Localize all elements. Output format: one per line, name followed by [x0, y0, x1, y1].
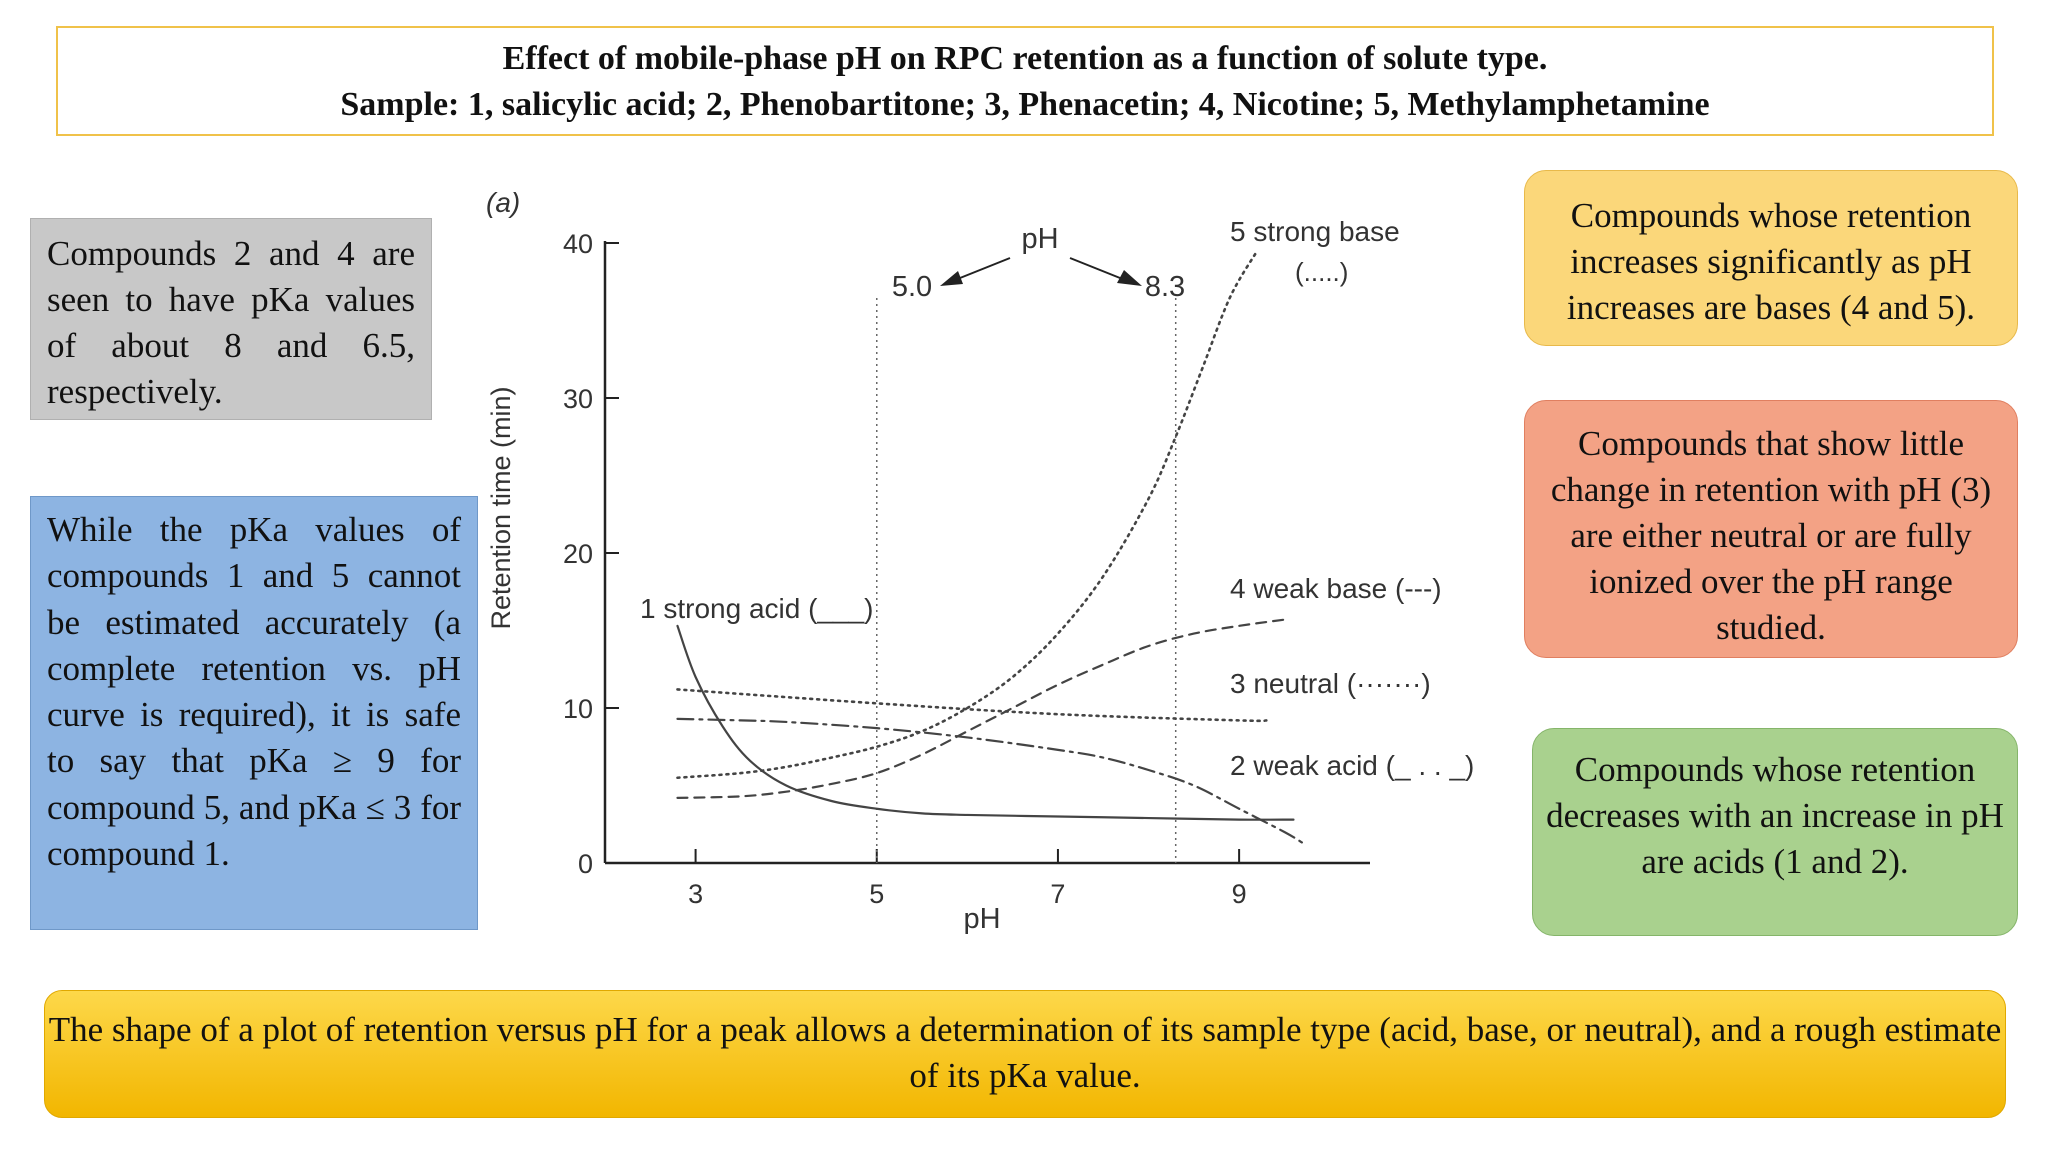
annotation-right-arrowhead	[1117, 270, 1142, 286]
ph-vlines	[876, 298, 1177, 863]
note-neutral: Compounds that show little change in ret…	[1524, 400, 2018, 658]
x-tick-label: 5	[869, 879, 884, 909]
annotation-left-value: 5.0	[892, 271, 932, 303]
retention-ph-chart: (a) Retention time (min) pH 0 10 20 30 40 3 5 7…	[486, 187, 1474, 935]
title-line-1: Effect of mobile-phase pH on RPC retenti…	[502, 40, 1548, 77]
x-tick-label: 3	[688, 879, 703, 909]
y-tick-label: 20	[563, 539, 593, 569]
y-tick-label: 10	[563, 694, 593, 724]
note-pka-compounds-2-4: Compounds 2 and 4 are seen to have pKa v…	[30, 218, 432, 420]
y-tick-label: 30	[563, 384, 593, 414]
axes: 0 10 20 30 40 3 5 7 9	[563, 229, 1370, 909]
panel-label: (a)	[486, 187, 520, 218]
series-line-2	[676, 717, 1304, 844]
series-line-3	[676, 688, 1268, 723]
title-line-2: Sample: 1, salicylic acid; 2, Phenobarti…	[340, 86, 1710, 123]
series-labels: 5 strong base (.....) 4 weak base (---) …	[640, 216, 1474, 781]
series-label-5-style: (.....)	[1295, 257, 1348, 287]
title-box: Effect of mobile-phase pH on RPC retenti…	[56, 26, 1994, 136]
bottom-summary: The shape of a plot of retention versus …	[44, 990, 2006, 1118]
series-line-4	[676, 618, 1286, 799]
note-acids: Compounds whose retention decreases with…	[1532, 728, 2018, 936]
note-pka-compounds-1-5: While the pKa values of compounds 1 and …	[30, 496, 478, 930]
annotation-right-arrow	[1069, 257, 1126, 281]
annotation-right-value: 8.3	[1145, 271, 1185, 303]
series-label-1: 1 strong acid (___)	[640, 593, 873, 624]
series-label-3: 3 neutral (·······)	[1230, 668, 1431, 699]
annotation-left-arrowhead	[940, 271, 963, 286]
ph-annotation: pH 5.0 8.3	[892, 223, 1185, 303]
series-layer	[676, 249, 1304, 844]
y-tick-label: 40	[563, 229, 593, 259]
annotation-left-arrow	[954, 257, 1011, 281]
y-tick-label: 0	[578, 849, 593, 879]
series-line-1	[676, 624, 1295, 821]
series-label-4: 4 weak base (---)	[1230, 573, 1442, 604]
series-label-2: 2 weak acid (_ . . _)	[1230, 750, 1474, 781]
x-tick-label: 9	[1232, 879, 1247, 909]
series-label-5: 5 strong base	[1230, 216, 1400, 247]
note-bases: Compounds whose retention increases sign…	[1524, 170, 2018, 346]
x-tick-label: 7	[1050, 879, 1065, 909]
x-axis-label: pH	[963, 903, 1000, 935]
series-line-5	[676, 249, 1259, 780]
y-axis-label: Retention time (min)	[486, 386, 516, 629]
annotation-ph-label: pH	[1021, 223, 1058, 255]
